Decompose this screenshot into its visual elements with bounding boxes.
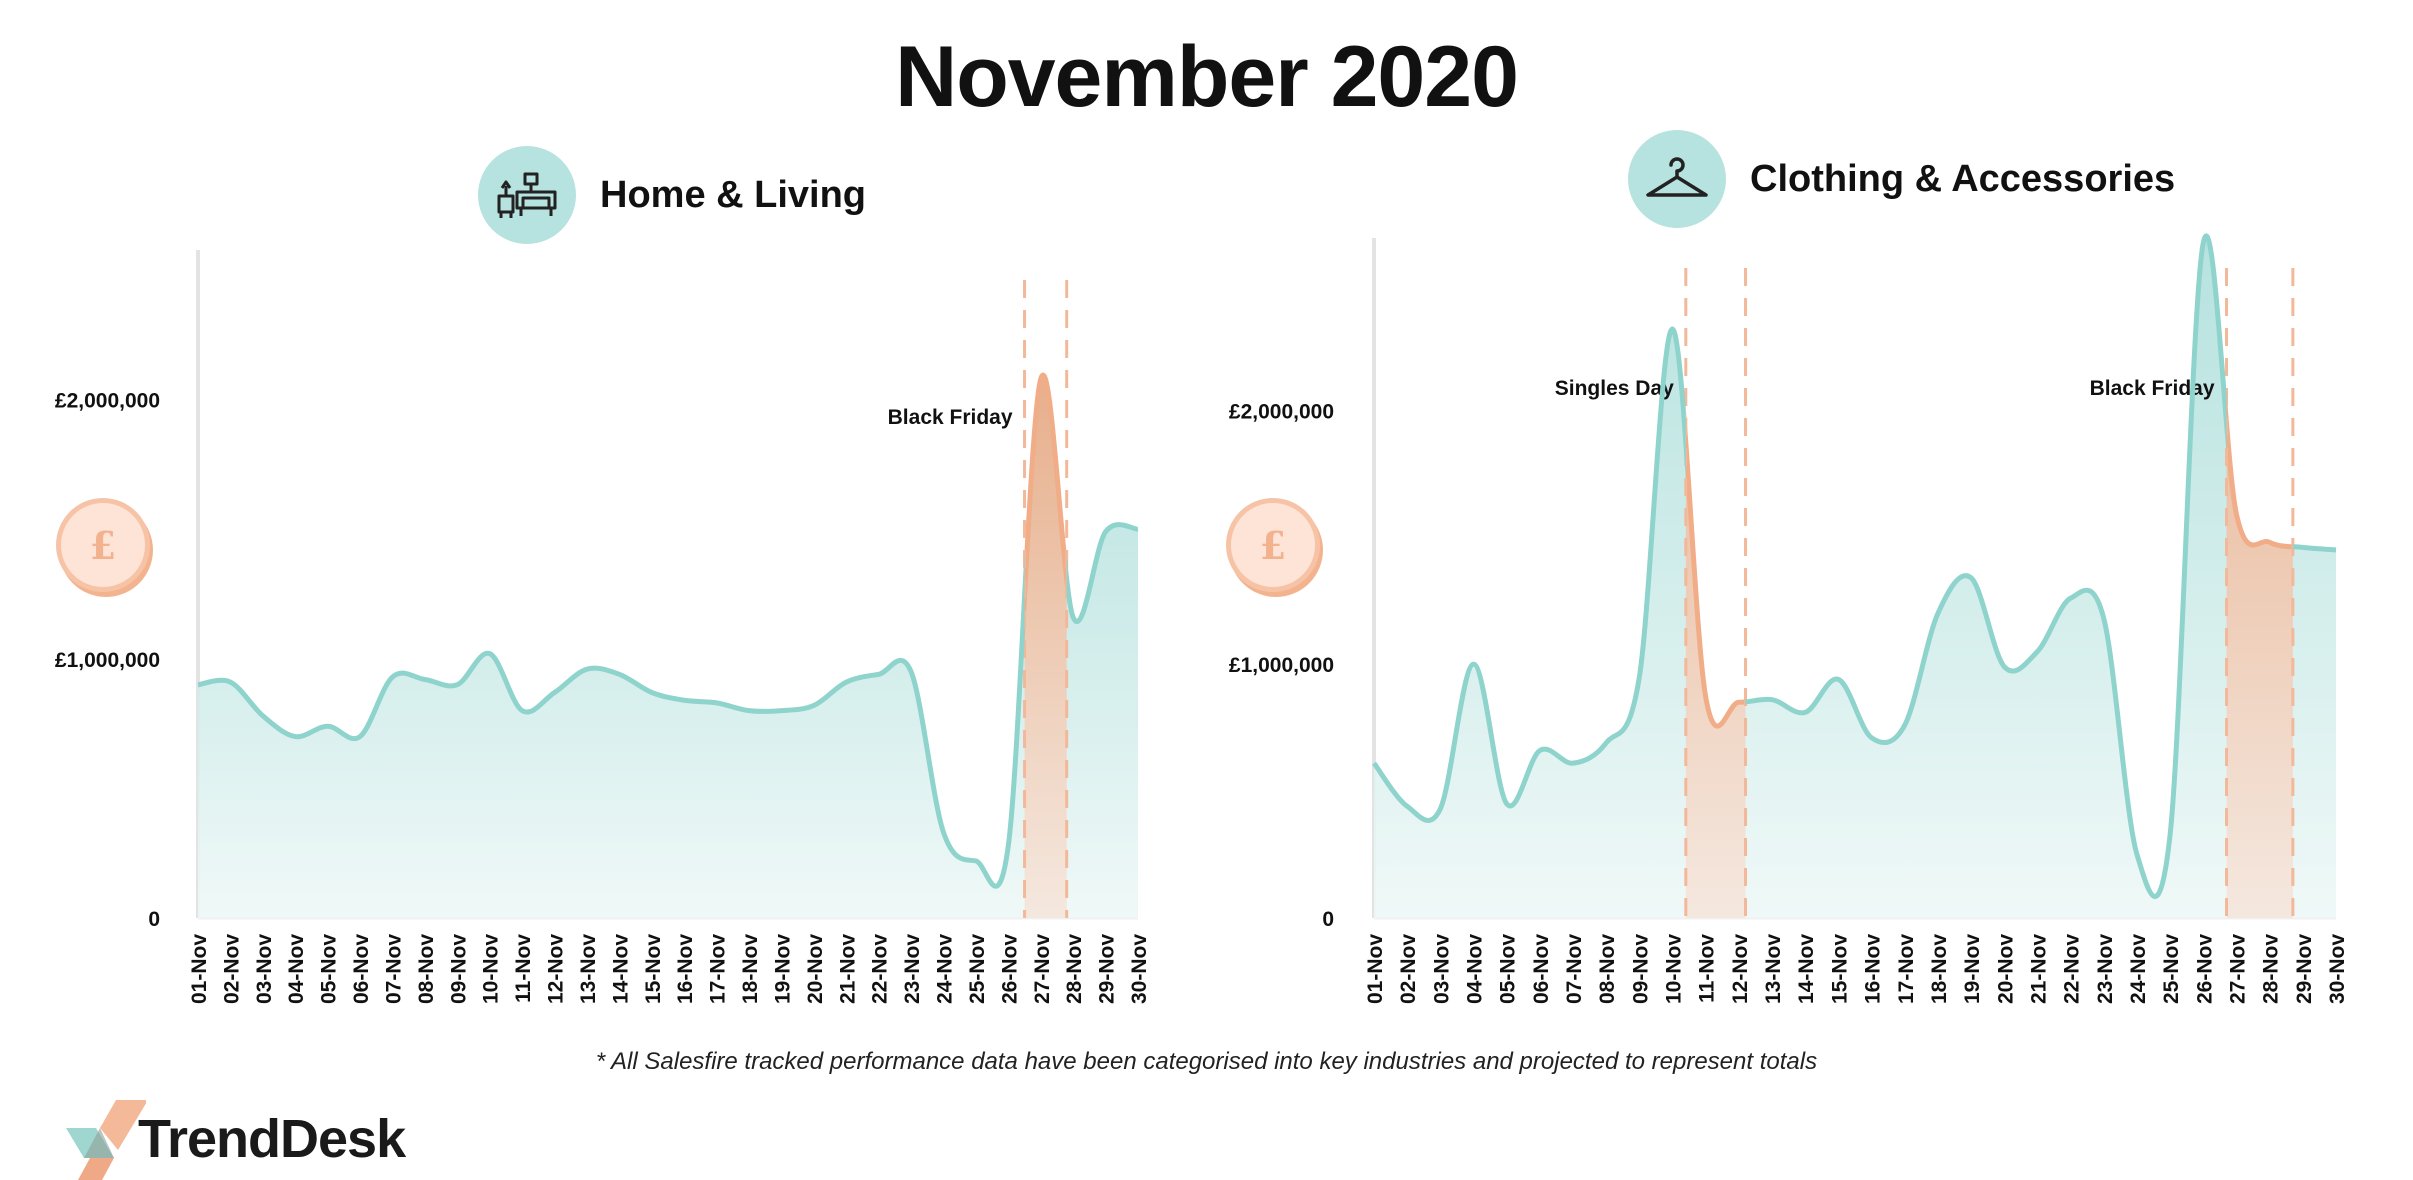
highlight-area — [1685, 442, 1746, 918]
x-tick-label: 15-Nov — [642, 934, 665, 1004]
x-tick-label: 12-Nov — [1729, 934, 1752, 1004]
x-tick-label: 03-Nov — [253, 934, 276, 1004]
x-tick-label: 28-Nov — [1063, 934, 1086, 1004]
x-tick-label: 13-Nov — [1762, 934, 1785, 1004]
x-tick-label: 30-Nov — [2326, 934, 2349, 1004]
trenddesk-logo-mark — [66, 1100, 146, 1180]
y-tick-label: £1,000,000 — [1229, 654, 1334, 677]
x-tick-label: 27-Nov — [1031, 934, 1054, 1004]
furniture-icon — [478, 146, 576, 244]
x-tick-label: 05-Nov — [1497, 934, 1520, 1004]
x-tick-label: 28-Nov — [2260, 934, 2283, 1004]
x-tick-label: 09-Nov — [1629, 934, 1652, 1004]
y-tick-label: £2,000,000 — [55, 390, 160, 413]
x-tick-label: 18-Nov — [739, 934, 762, 1004]
highlight-label: Black Friday — [888, 406, 1013, 429]
y-tick-label: 0 — [148, 908, 160, 931]
x-tick-label: 30-Nov — [1128, 934, 1151, 1004]
x-tick-label: 14-Nov — [609, 934, 632, 1004]
panel-header-clothing-accessories: Clothing & Accessories — [1628, 130, 2175, 228]
x-tick-label: 26-Nov — [2193, 934, 2216, 1004]
y-tick-label: 0 — [1322, 908, 1334, 931]
panel-title: Clothing & Accessories — [1750, 157, 2176, 200]
x-tick-label: 13-Nov — [577, 934, 600, 1004]
series-area — [1374, 235, 2336, 918]
x-tick-label: 06-Nov — [350, 934, 373, 1004]
x-tick-label: 21-Nov — [2027, 934, 2050, 1004]
highlight-label: Singles Day — [1555, 377, 1674, 400]
x-tick-label: 16-Nov — [674, 934, 697, 1004]
x-tick-label: 05-Nov — [318, 934, 341, 1004]
panel-title: Home & Living — [600, 173, 867, 216]
x-tick-label: 06-Nov — [1530, 934, 1553, 1004]
x-tick-label: 23-Nov — [901, 934, 924, 1004]
y-tick-label: £2,000,000 — [1229, 400, 1334, 423]
x-tick-label: 24-Nov — [2127, 934, 2150, 1004]
x-tick-label: 19-Nov — [1961, 934, 1984, 1004]
x-tick-label: 21-Nov — [836, 934, 859, 1004]
x-tick-label: 26-Nov — [998, 934, 1021, 1004]
chart-home-living: Black Friday 0 £1,000,000 £2,000,000 01-Nov 0… — [55, 250, 1151, 1004]
x-tick-label: 15-Nov — [1828, 934, 1851, 1004]
x-tick-label: 16-Nov — [1862, 934, 1885, 1004]
page-title: November 2020 — [895, 29, 1519, 125]
x-tick-label: 17-Nov — [1895, 934, 1918, 1004]
x-tick-label: 17-Nov — [707, 934, 730, 1004]
pound-coin-icon: £ — [56, 498, 150, 592]
x-tick-label: 23-Nov — [2094, 934, 2117, 1004]
x-tick-label: 27-Nov — [2226, 934, 2249, 1004]
trenddesk-logo: TrendDesk — [66, 1098, 406, 1180]
x-tick-label: 08-Nov — [1596, 934, 1619, 1004]
x-tick-label: 09-Nov — [447, 934, 470, 1004]
x-tick-label: 02-Nov — [1397, 934, 1420, 1004]
x-tick-label: 14-Nov — [1795, 934, 1818, 1004]
x-tick-label: 07-Nov — [1563, 934, 1586, 1004]
hanger-icon — [1628, 130, 1726, 228]
x-tick-label: 29-Nov — [2293, 934, 2316, 1004]
x-tick-label: 11-Nov — [512, 934, 535, 1003]
x-tick-label: 07-Nov — [382, 934, 405, 1004]
highlight-label: Black Friday — [2090, 377, 2215, 400]
x-tick-label: 18-Nov — [1928, 934, 1951, 1004]
x-tick-label: 25-Nov — [2160, 934, 2183, 1004]
x-tick-label: 11-Nov — [1696, 934, 1719, 1003]
highlight-line — [1024, 372, 1067, 644]
series-area — [198, 374, 1138, 918]
series-line — [1371, 233, 2337, 899]
x-tick-label: 04-Nov — [1464, 934, 1487, 1004]
x-tick-label: 03-Nov — [1430, 934, 1453, 1004]
x-tick-label: 22-Nov — [2061, 934, 2084, 1004]
x-tick-label: 20-Nov — [804, 934, 827, 1004]
footnote: * All Salesfire tracked performance data… — [595, 1048, 1818, 1075]
x-tick-label: 19-Nov — [771, 934, 794, 1004]
x-tick-label: 04-Nov — [285, 934, 308, 1004]
x-tick-label: 22-Nov — [869, 934, 892, 1004]
y-tick-label: £1,000,000 — [55, 649, 160, 672]
x-tick-label: 29-Nov — [1096, 934, 1119, 1004]
x-tick-label: 24-Nov — [934, 934, 957, 1004]
x-tick-label: 12-Nov — [545, 934, 568, 1004]
highlight-area — [1024, 375, 1067, 918]
x-tick-label: 08-Nov — [415, 934, 438, 1004]
x-tick-label: 02-Nov — [220, 934, 243, 1004]
x-tick-label: 10-Nov — [480, 934, 503, 1004]
x-tick-label: 25-Nov — [966, 934, 989, 1004]
x-tick-label: 01-Nov — [188, 934, 211, 1004]
x-tick-label: 10-Nov — [1663, 934, 1686, 1004]
chart-clothing-accessories: Singles Day Black Friday 0 £1,000,000 £2,000… — [1229, 233, 2349, 1004]
panel-header-home-living: Home & Living — [478, 146, 866, 244]
x-tick-label: 01-Nov — [1364, 934, 1387, 1004]
pound-coin-icon: £ — [1226, 498, 1320, 592]
logo-text: TrendDesk — [138, 1109, 406, 1169]
x-tick-label: 20-Nov — [1994, 934, 2017, 1004]
